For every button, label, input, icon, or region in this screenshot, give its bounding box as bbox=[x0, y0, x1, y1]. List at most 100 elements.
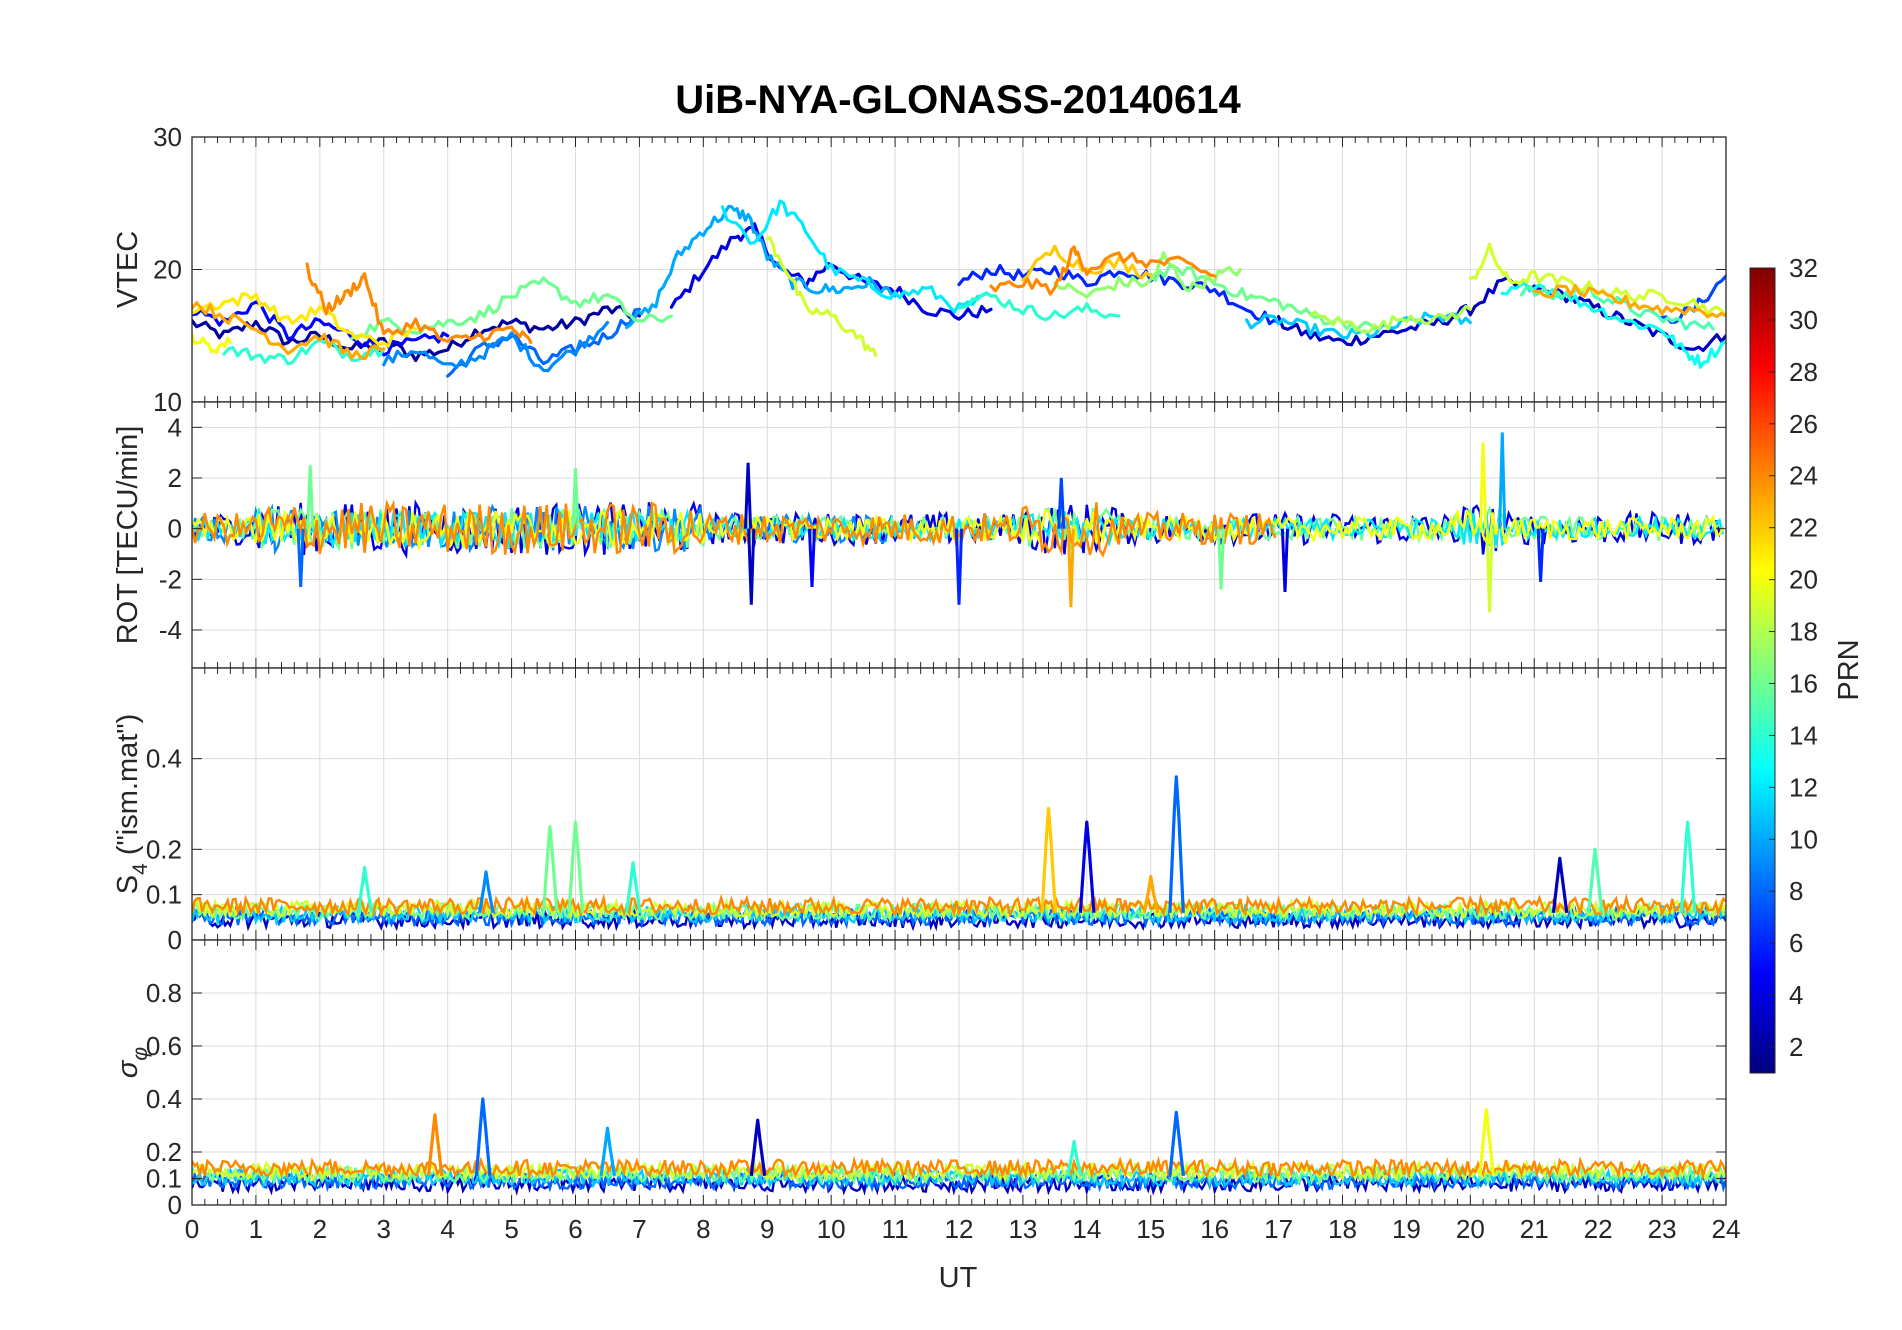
s4-baseline-prn-19 bbox=[192, 896, 1726, 921]
panel-s4-ytick-label-2: 0.2 bbox=[146, 834, 182, 864]
panel-sigphi-ytick-label-5: 0.8 bbox=[146, 978, 182, 1008]
rot-band-prn-24 bbox=[192, 499, 1277, 558]
vtec-track-prn-4-1 bbox=[669, 222, 993, 321]
x-tick-label-1: 1 bbox=[249, 1214, 263, 1244]
rot-spike-7 bbox=[1066, 528, 1075, 608]
x-tick-label-7: 7 bbox=[632, 1214, 646, 1244]
panel-sigphi-ylabel: σφ bbox=[112, 1047, 152, 1079]
s4-spike-4 bbox=[1078, 820, 1096, 913]
s4-spike-0 bbox=[541, 825, 559, 913]
panel-s4-ytick-label-0: 0 bbox=[168, 925, 182, 955]
x-tick-label-5: 5 bbox=[504, 1214, 518, 1244]
colorbar-label: PRN bbox=[1833, 639, 1865, 700]
sigphi-spike-1 bbox=[474, 1097, 492, 1176]
sigphi-spike-4 bbox=[1478, 1108, 1495, 1176]
s4-spike-10 bbox=[356, 865, 374, 914]
vtec-track-prn-14-12 bbox=[222, 338, 386, 366]
panel-rot-ytick-label-3: 2 bbox=[168, 463, 182, 493]
x-tick-label-0: 0 bbox=[185, 1214, 199, 1244]
sigphi-spike-2 bbox=[749, 1118, 767, 1177]
x-tick-label-22: 22 bbox=[1584, 1214, 1613, 1244]
x-tick-label-13: 13 bbox=[1008, 1214, 1037, 1244]
rot-spike-11 bbox=[1485, 528, 1494, 613]
vtec-track-prn-23-25 bbox=[1532, 283, 1726, 319]
panel-sigphi-data bbox=[192, 1097, 1726, 1197]
s4-spike-3 bbox=[1040, 806, 1058, 913]
rot-spike-3 bbox=[747, 528, 756, 605]
vtec-track-prn-2-0 bbox=[192, 304, 641, 363]
s4-spike-6 bbox=[1142, 874, 1160, 914]
panel-s4: 0 0.1 0.2 0.4S4 ("ism.mat") bbox=[112, 667, 1727, 955]
x-tick-label-24: 24 bbox=[1712, 1214, 1741, 1244]
panel-sigphi: 00.10.2 0.4 0.6 0.8 σφ bbox=[112, 939, 1727, 1220]
x-tick-label-8: 8 bbox=[696, 1214, 710, 1244]
vtec-track-prn-21-22 bbox=[192, 292, 418, 348]
x-tick-label-10: 10 bbox=[817, 1214, 846, 1244]
panel-vtec-ytick-label-1: 20 bbox=[153, 255, 182, 285]
s4-spike-5 bbox=[1168, 775, 1185, 913]
rot-spike-14 bbox=[571, 467, 580, 529]
panel-vtec-ytick-label-2: 30 bbox=[153, 122, 182, 152]
s4-spike-9 bbox=[1679, 820, 1697, 913]
sigphi-spike-0 bbox=[426, 1113, 444, 1176]
panel-sigphi-ytick-label-0: 0 bbox=[168, 1190, 182, 1220]
vtec-track-prn-20-21 bbox=[192, 332, 232, 355]
x-tick-label-23: 23 bbox=[1648, 1214, 1677, 1244]
colorbar-tick-label-16: 16 bbox=[1789, 668, 1818, 698]
x-axis-tick-labels: 0 1 2 3 4 5 6 7 8 9 10 11 12 13 14 15 16 17 18 19 20 21 22 23 24 bbox=[185, 1214, 1741, 1244]
s4-spike-7 bbox=[1551, 856, 1569, 914]
panel-rot-data bbox=[192, 432, 1724, 613]
colorbar-tick-label-6: 6 bbox=[1789, 928, 1803, 958]
panel-rot-ylabel: ROT [TECU/min] bbox=[112, 426, 144, 645]
colorbar-tick-label-28: 28 bbox=[1789, 357, 1818, 387]
sigphi-spike-3 bbox=[1168, 1110, 1185, 1176]
vtec-track-prn-18-18 bbox=[1308, 304, 1472, 334]
panel-s4-data bbox=[192, 775, 1726, 932]
vtec-track-prn-17-17 bbox=[1053, 251, 1242, 299]
x-tick-label-19: 19 bbox=[1392, 1214, 1421, 1244]
panel-s4-ytick-label-3: 0.4 bbox=[146, 744, 182, 774]
sigphi-baseline-prn-24 bbox=[192, 1155, 1726, 1181]
x-tick-label-9: 9 bbox=[760, 1214, 774, 1244]
s4-spike-11 bbox=[478, 870, 495, 914]
panel-sigphi-ytick-label-2: 0.2 bbox=[146, 1137, 182, 1167]
vtec-track-prn-9-7 bbox=[382, 320, 610, 373]
colorbar-tick-label-32: 32 bbox=[1789, 253, 1818, 283]
x-tick-label-11: 11 bbox=[882, 1214, 909, 1244]
colorbar-tick-label-14: 14 bbox=[1789, 720, 1818, 750]
panel-rot-ytick-label-1: -2 bbox=[159, 564, 182, 594]
rot-spike-10 bbox=[1498, 432, 1507, 529]
colorbar-tick-label-18: 18 bbox=[1789, 617, 1818, 647]
x-tick-label-16: 16 bbox=[1200, 1214, 1229, 1244]
vtec-track-prn-23-24 bbox=[192, 301, 386, 360]
x-tick-label-3: 3 bbox=[377, 1214, 391, 1244]
colorbar-gradient bbox=[1749, 267, 1776, 1074]
colorbar-tick-label-4: 4 bbox=[1789, 980, 1803, 1010]
rot-spike-1 bbox=[306, 465, 315, 529]
vtec-track-prn-14-13 bbox=[957, 291, 1121, 322]
colorbar-tick-label-12: 12 bbox=[1789, 772, 1818, 802]
vtec-track-prn-8-6 bbox=[446, 307, 641, 378]
x-tick-label-4: 4 bbox=[440, 1214, 454, 1244]
rot-spike-8 bbox=[1280, 528, 1289, 593]
colorbar-tick-label-8: 8 bbox=[1789, 876, 1803, 906]
vtec-track-prn-24-27 bbox=[989, 245, 1217, 296]
s4-baseline-prn-24 bbox=[192, 893, 1726, 919]
panel-vtec-data bbox=[192, 199, 1726, 378]
colorbar-tick-label-20: 20 bbox=[1789, 565, 1818, 595]
colorbar-tick-label-10: 10 bbox=[1789, 824, 1818, 854]
rot-spike-9 bbox=[1479, 442, 1488, 529]
panel-sigphi-ytick-label-4: 0.6 bbox=[146, 1031, 182, 1061]
rot-spike-12 bbox=[1536, 528, 1545, 582]
sigphi-baseline-prn-8 bbox=[192, 1168, 1726, 1193]
colorbar-tick-label-24: 24 bbox=[1789, 461, 1818, 491]
panel-sigphi-ytick-label-3: 0.4 bbox=[146, 1084, 182, 1114]
vtec-track-prn-16-15 bbox=[350, 276, 673, 340]
vtec-track-prn-6-4 bbox=[957, 263, 1281, 326]
panel-s4-ytick-label-1: 0.1 bbox=[146, 880, 182, 910]
colorbar-tick-label-26: 26 bbox=[1789, 409, 1818, 439]
x-tick-label-21: 21 bbox=[1520, 1214, 1549, 1244]
vtec-track-prn-19-20 bbox=[1468, 242, 1726, 318]
